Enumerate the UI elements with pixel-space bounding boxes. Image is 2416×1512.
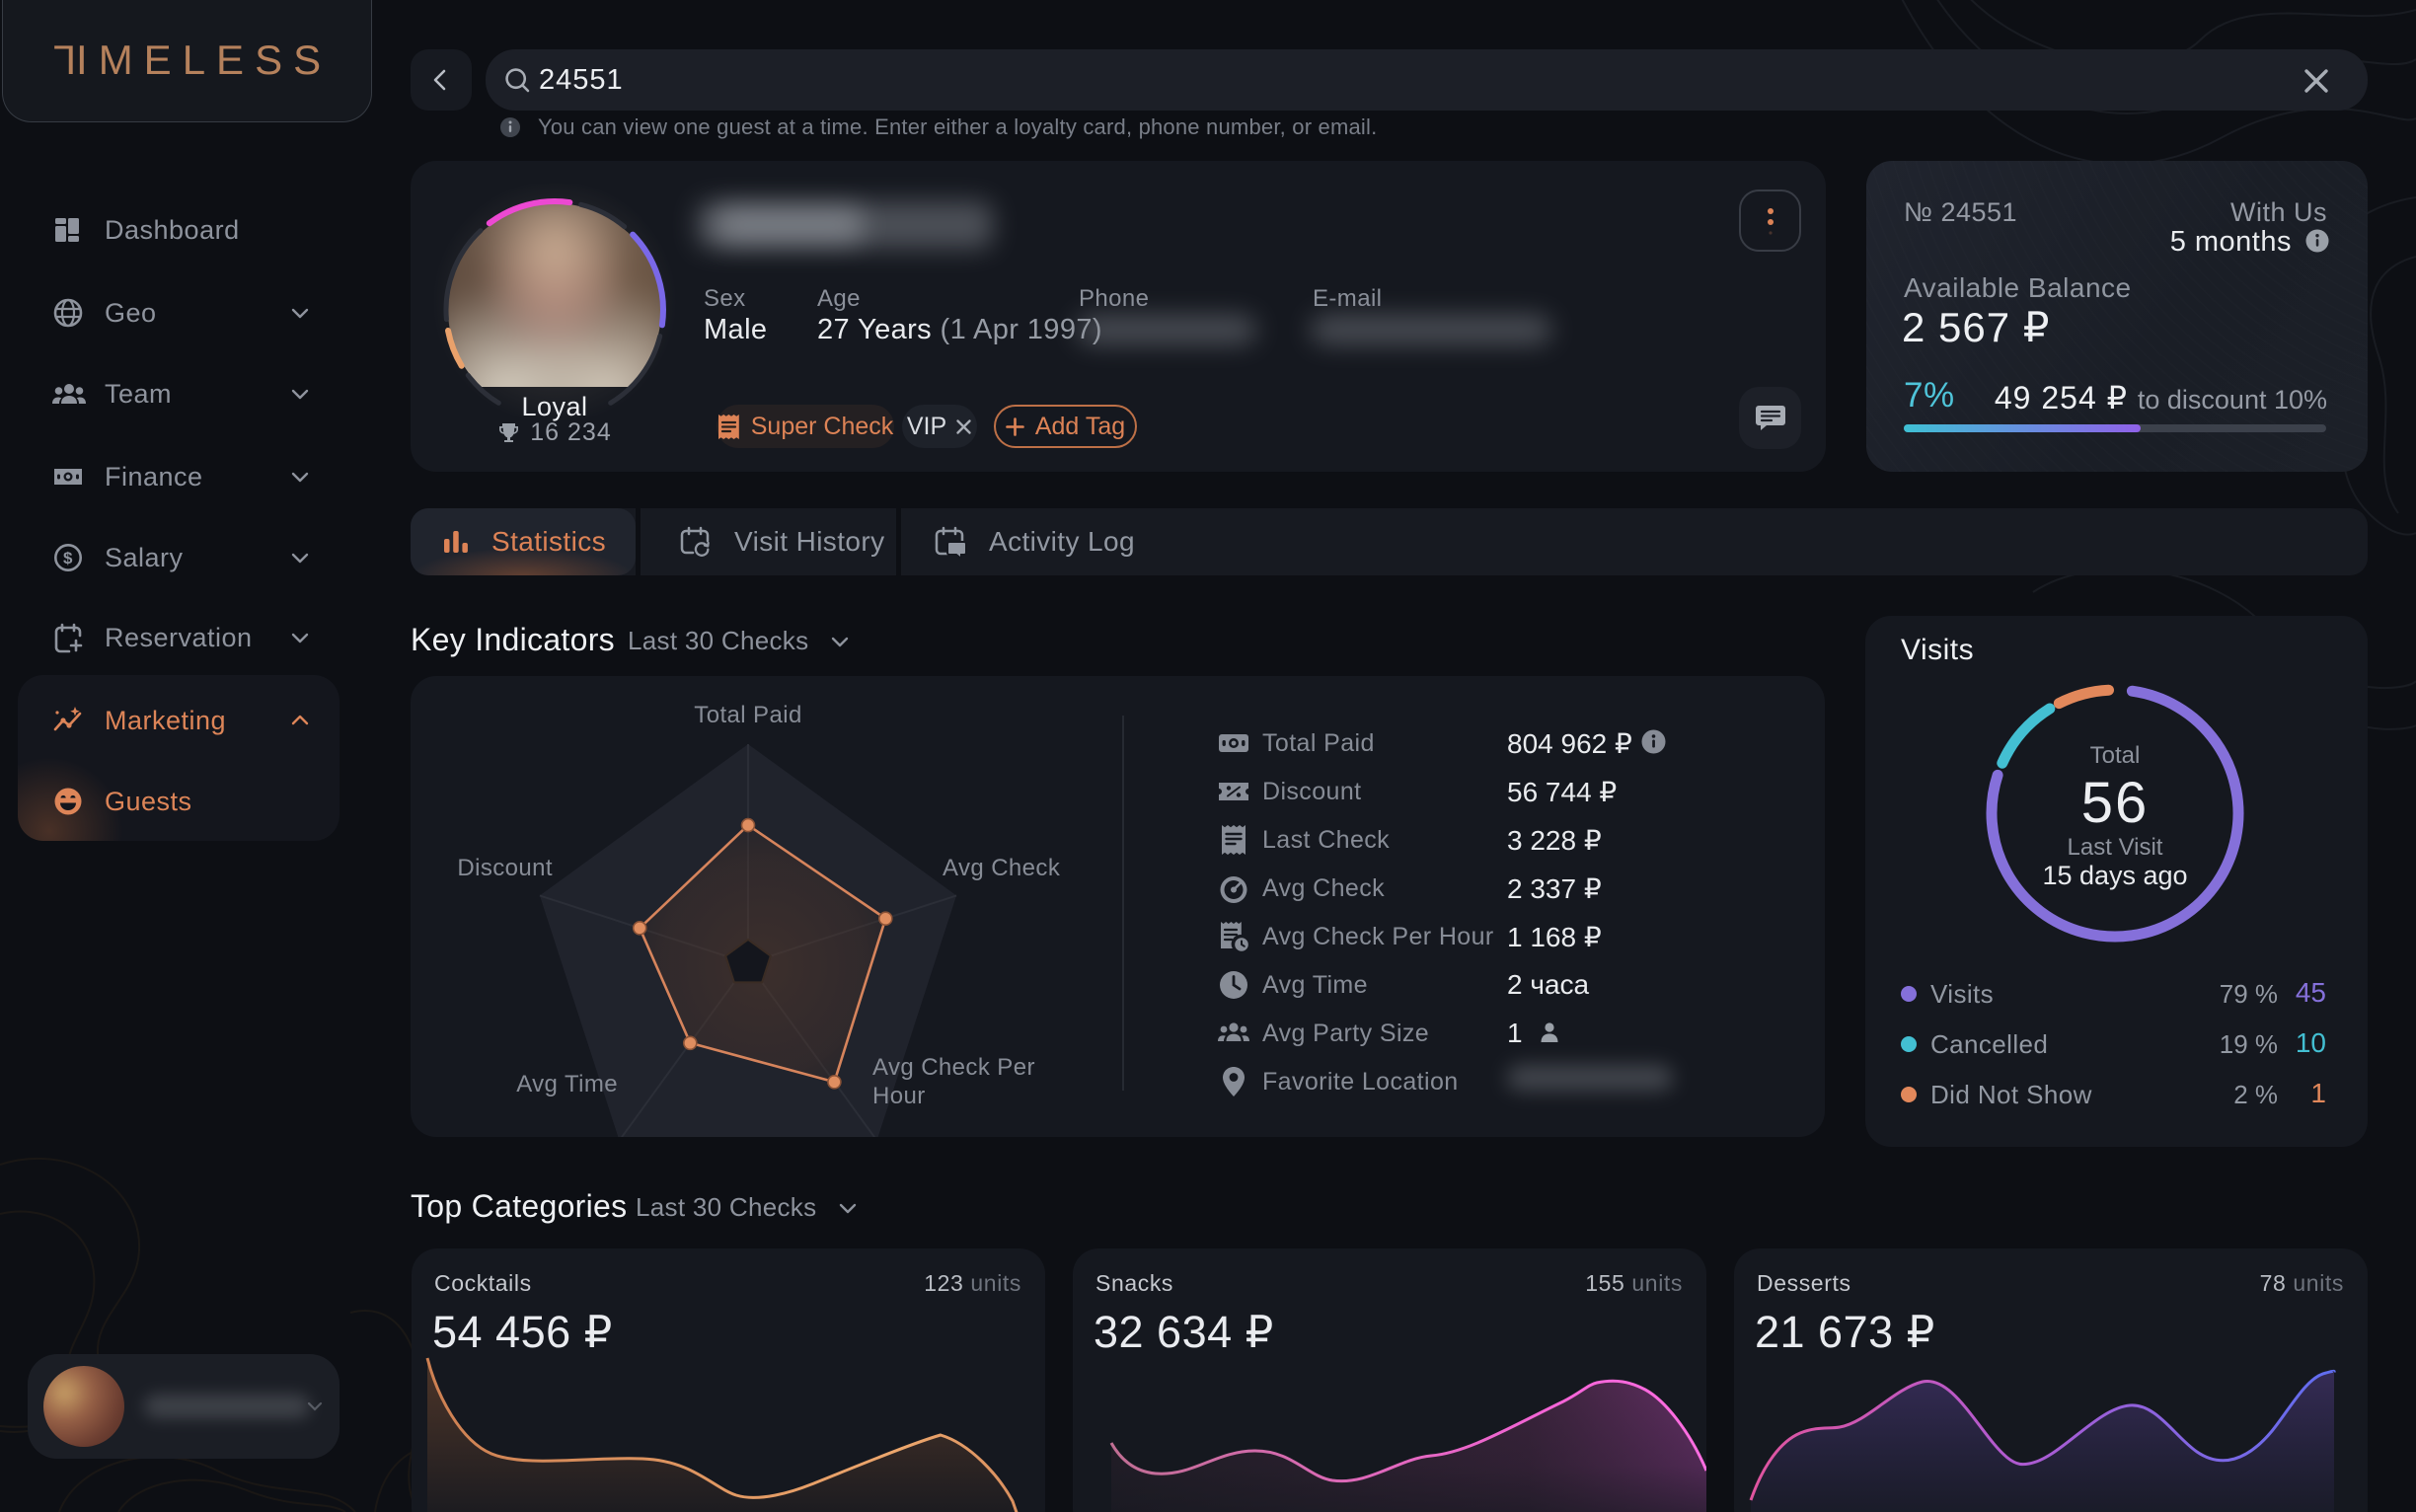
svg-text:$: $ bbox=[63, 549, 73, 567]
